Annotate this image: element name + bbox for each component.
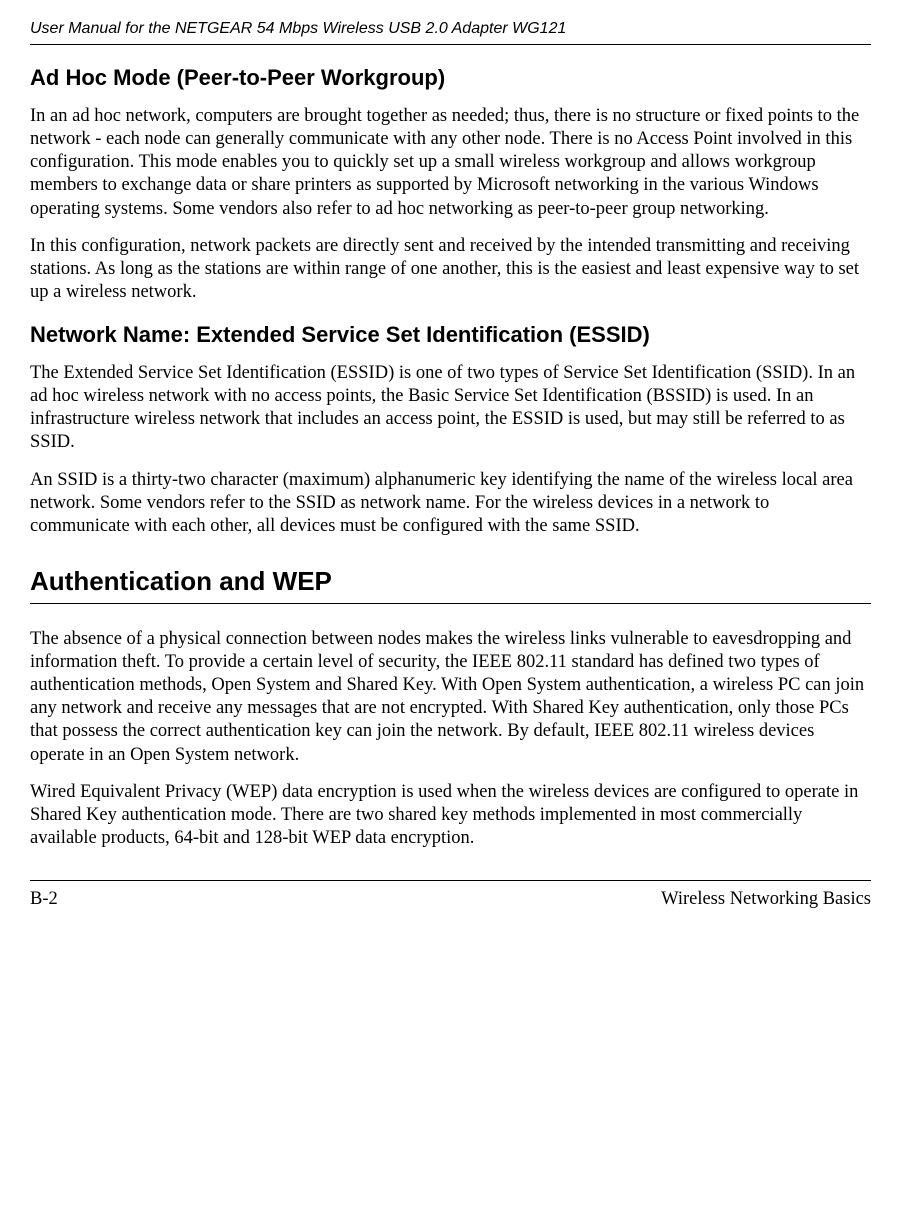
running-header: User Manual for the NETGEAR 54 Mbps Wire… [30, 20, 871, 45]
paragraph-auth-1: The absence of a physical connection bet… [30, 628, 871, 767]
paragraph-essid-1: The Extended Service Set Identification … [30, 362, 871, 455]
heading-essid: Network Name: Extended Service Set Ident… [30, 322, 871, 348]
paragraph-adhoc-2: In this configuration, network packets a… [30, 235, 871, 304]
footer-section-name: Wireless Networking Basics [661, 889, 871, 910]
heading-adhoc: Ad Hoc Mode (Peer-to-Peer Workgroup) [30, 65, 871, 91]
page-container: User Manual for the NETGEAR 54 Mbps Wire… [0, 0, 901, 930]
paragraph-essid-2: An SSID is a thirty-two character (maxim… [30, 469, 871, 538]
paragraph-auth-2: Wired Equivalent Privacy (WEP) data encr… [30, 781, 871, 850]
paragraph-adhoc-1: In an ad hoc network, computers are brou… [30, 105, 871, 221]
heading-auth: Authentication and WEP [30, 566, 871, 604]
page-footer: B-2 Wireless Networking Basics [30, 880, 871, 910]
footer-page-number: B-2 [30, 889, 58, 910]
